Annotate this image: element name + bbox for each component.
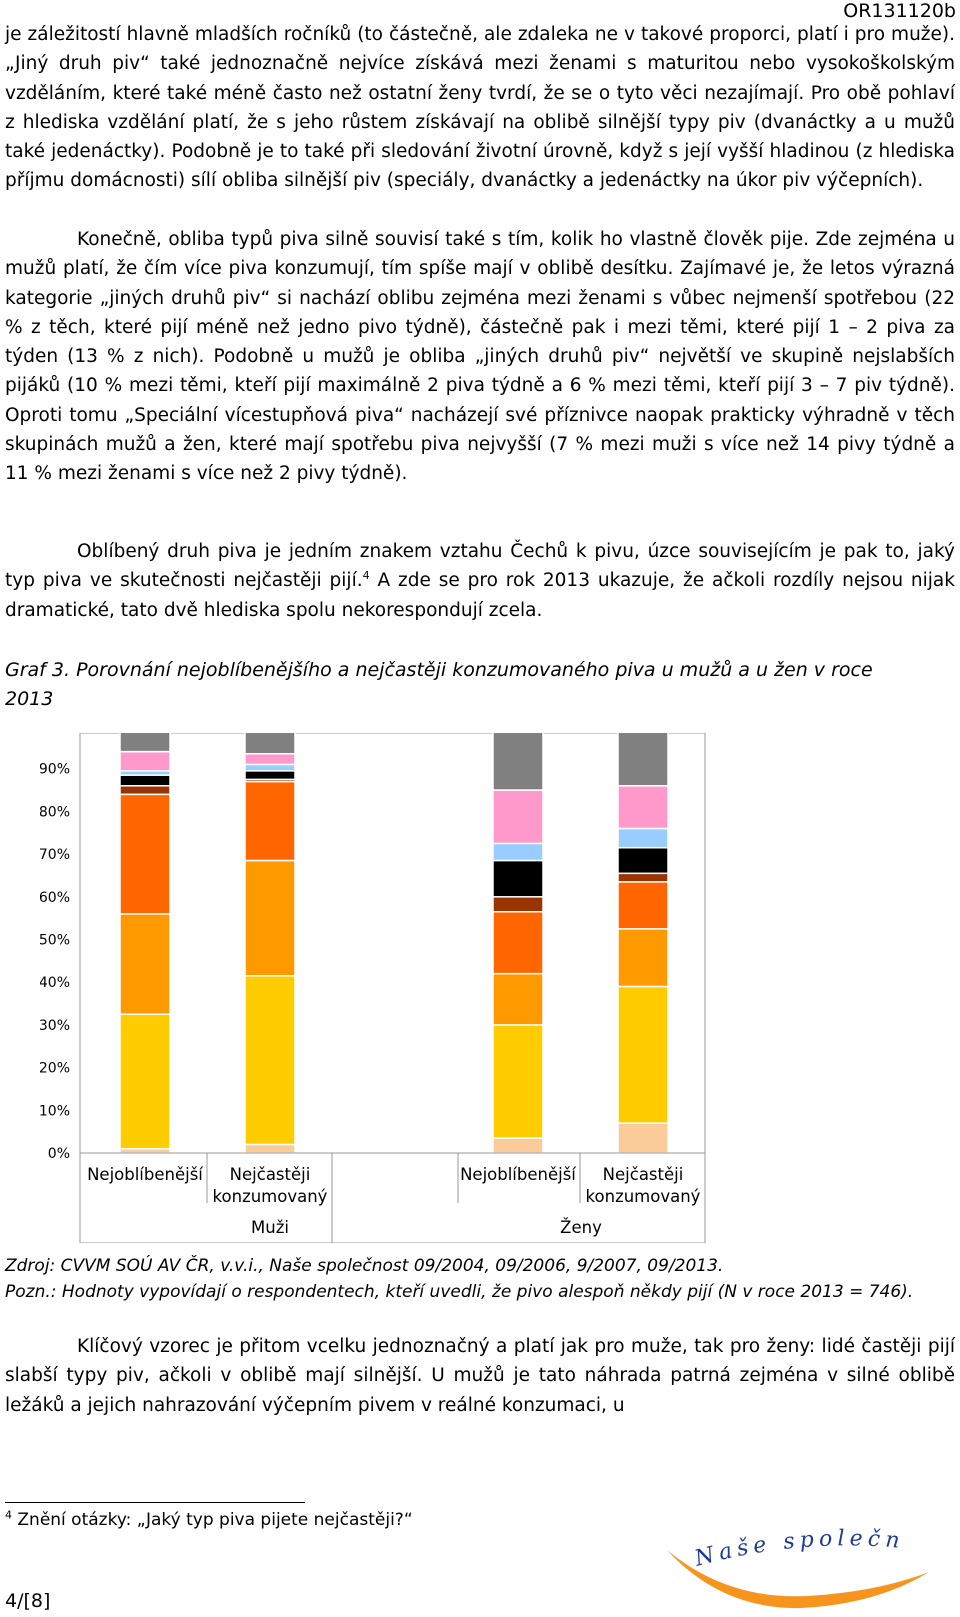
y-tick-label: 50% bbox=[40, 933, 70, 949]
x-category-label: Nejčastěji bbox=[230, 1165, 311, 1184]
paragraph-comparison-text: Oblíbený druh piva je jedním znakem vzta… bbox=[5, 541, 955, 592]
footnote-separator bbox=[5, 1502, 305, 1503]
bar-segment bbox=[119, 785, 171, 796]
y-tick-label: 40% bbox=[40, 975, 70, 991]
logo-swoosh bbox=[667, 1550, 929, 1609]
stacked-bar-chart: 0% 10% 20% 30% 40% 50% 60% 70% 80% 90% 100% Nejoblí… bbox=[40, 733, 710, 1243]
bar-segment bbox=[492, 842, 544, 862]
bar-segment bbox=[244, 975, 296, 1146]
figure-note: Pozn.: Hodnoty vypovídají o respondentec… bbox=[5, 1282, 914, 1302]
nase-spolecnost-logo: Naše společnost bbox=[667, 1528, 929, 1609]
y-tick-label: 20% bbox=[40, 1061, 70, 1077]
bar-segment bbox=[119, 793, 171, 915]
logo-text-path: Naše společnost bbox=[667, 1528, 900, 1572]
bar-segment bbox=[244, 780, 296, 862]
bar-segment bbox=[617, 985, 669, 1124]
x-category-label: konzumovaný bbox=[586, 1187, 701, 1206]
figure-source: Zdroj: CVVM SOÚ AV ČR, v.v.i., Naše spol… bbox=[5, 1256, 724, 1276]
bar-segment bbox=[617, 881, 669, 930]
bar-segment bbox=[617, 1122, 669, 1154]
y-tick-label: 60% bbox=[40, 890, 70, 906]
y-tick-label: 80% bbox=[40, 804, 70, 820]
y-tick-label: 90% bbox=[40, 762, 70, 778]
bar-segment bbox=[492, 1137, 544, 1154]
bar-segment bbox=[119, 913, 171, 1015]
bar-segment bbox=[119, 1013, 171, 1150]
logo-text: Naše společnost bbox=[667, 1528, 905, 1572]
footnote-text: Znění otázky: „Jaký typ piva pijete nejč… bbox=[12, 1510, 413, 1530]
bar-segment bbox=[119, 733, 171, 753]
bar-segment bbox=[492, 896, 544, 913]
bar-segment bbox=[617, 827, 669, 849]
bar-segment bbox=[244, 1143, 296, 1154]
y-tick-label: 0% bbox=[48, 1146, 70, 1162]
x-group-label: Muži bbox=[251, 1218, 289, 1237]
paragraph-pattern: Klíčový vzorec je přitom vcelku jednozna… bbox=[5, 1336, 955, 1416]
bar-segment bbox=[617, 928, 669, 988]
bar-segment bbox=[492, 789, 544, 845]
page-number: 4/[8] bbox=[5, 1590, 51, 1612]
y-tick-label: 30% bbox=[40, 1018, 70, 1034]
bar-segment bbox=[119, 750, 171, 772]
bar-segment bbox=[492, 733, 544, 791]
bar-segment bbox=[244, 763, 296, 772]
chart-plot-background bbox=[80, 733, 710, 1243]
bar-segment bbox=[492, 859, 544, 898]
bar-segment bbox=[617, 846, 669, 875]
paragraph-education: je záležitostí hlavně mladších ročníků (… bbox=[5, 24, 955, 192]
bar-segment bbox=[119, 774, 171, 787]
bar-segment bbox=[492, 910, 544, 975]
bar-segment bbox=[617, 872, 669, 883]
x-category-label: Nejoblíbenější bbox=[87, 1165, 204, 1184]
x-category-label: Nejčastěji bbox=[603, 1165, 684, 1184]
bar-segment bbox=[244, 753, 296, 766]
bar-segment bbox=[492, 972, 544, 1026]
bar-segment bbox=[244, 770, 296, 781]
paragraph-comparison-text-end: A zde se pro rok 2013 ukazuje, že ačkoli… bbox=[5, 570, 955, 621]
y-tick-label: 100% bbox=[40, 733, 70, 735]
footnote-number: 4 bbox=[5, 1508, 12, 1522]
x-group-label: Ženy bbox=[560, 1218, 602, 1237]
paragraph-comparison: Oblíbený druh piva je jedním znakem vzta… bbox=[5, 537, 955, 625]
x-category-label: konzumovaný bbox=[213, 1187, 328, 1206]
y-tick-label: 10% bbox=[40, 1103, 70, 1119]
footnote-ref: 4 bbox=[362, 569, 370, 583]
bar-segment bbox=[244, 859, 296, 977]
paragraph-consumption: Konečně, obliba typů piva silně souvisí … bbox=[5, 229, 955, 485]
document-id: OR131120b bbox=[843, 0, 956, 22]
bar-segment bbox=[244, 733, 296, 755]
bar-segment bbox=[617, 733, 669, 787]
footnote: 4 Znění otázky: „Jaký typ piva pijete ne… bbox=[5, 1508, 413, 1530]
y-tick-label: 70% bbox=[40, 847, 70, 863]
bar-segment bbox=[492, 1024, 544, 1139]
x-category-label: Nejoblíbenější bbox=[460, 1165, 577, 1184]
bar-segment bbox=[617, 785, 669, 830]
figure-caption: Graf 3. Porovnání nejoblíbenějšího a nej… bbox=[5, 659, 873, 710]
